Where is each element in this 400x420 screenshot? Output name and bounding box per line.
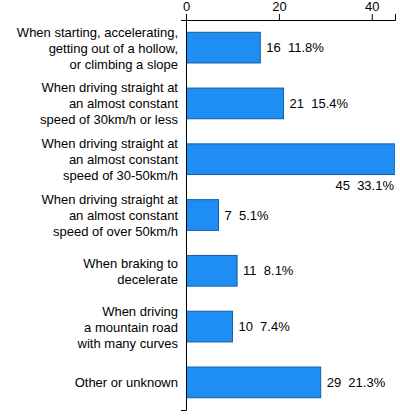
bar (186, 32, 260, 63)
bar (186, 311, 232, 342)
category-label: Other or unknown (75, 375, 178, 390)
data-label: 29 21.3% (327, 375, 386, 390)
category-label: When driving straight atan almost consta… (41, 192, 178, 239)
tick-label: 0 (183, 0, 190, 14)
bar (186, 88, 284, 119)
tick-label: 40 (365, 0, 379, 14)
category-label: When driving straight atan almost consta… (40, 80, 179, 127)
category-label: When drivinga mountain roadwith many cur… (77, 303, 179, 350)
tick-mark (372, 14, 373, 20)
data-label: 45 33.1% (335, 178, 394, 193)
category-label: When driving straight atan almost consta… (41, 136, 178, 183)
category-labels: When starting, accelerating,getting out … (17, 24, 179, 390)
category-label: When braking todecelerate (83, 255, 178, 286)
tick: 40 (365, 0, 379, 20)
tick-mark (279, 14, 280, 20)
tick: 20 (272, 0, 286, 20)
tick-label: 20 (272, 0, 286, 14)
x-axis: 0 20 40 (183, 0, 396, 21)
data-label: 11 8.1% (243, 263, 294, 278)
chart: 0 20 40 When starting, accelerating,getting… (0, 0, 400, 420)
bars (186, 32, 395, 397)
data-label: 10 7.4% (238, 319, 290, 334)
bar (186, 144, 395, 175)
tick: 0 (183, 0, 190, 20)
data-label: 16 11.8% (266, 40, 324, 55)
category-label: When starting, accelerating,getting out … (17, 24, 178, 71)
axis-line (187, 14, 396, 21)
data-label: 21 15.4% (290, 96, 349, 111)
tick-mark (186, 14, 187, 20)
data-label: 7 5.1% (225, 208, 270, 223)
data-labels: 16 11.8% 21 15.4% 45 33.1% 7 5.1% 11 8.1% 10 … (225, 40, 395, 390)
bar (186, 367, 321, 398)
axis-line (181, 21, 187, 411)
bar (186, 255, 237, 286)
y-axis (181, 21, 187, 411)
bar (186, 200, 219, 231)
